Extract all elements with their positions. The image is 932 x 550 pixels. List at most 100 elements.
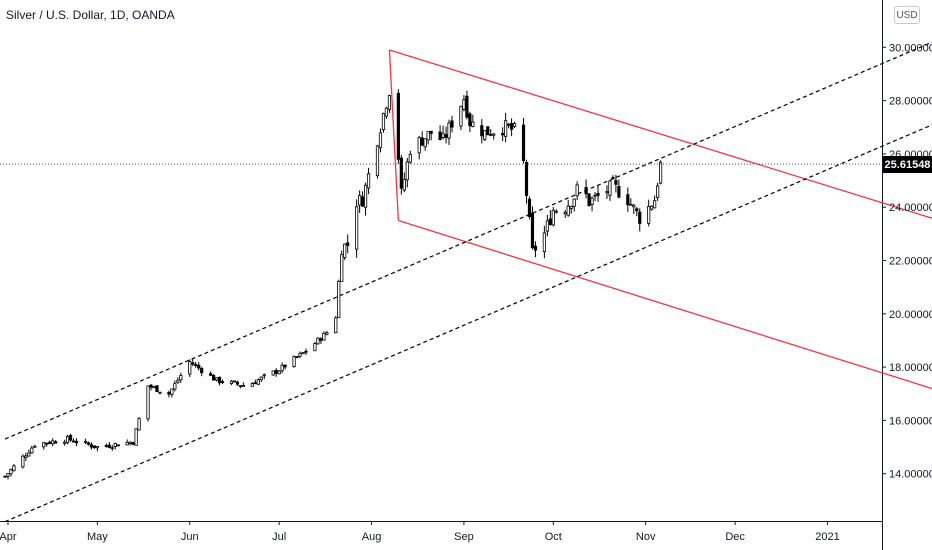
candle-body: [319, 338, 323, 341]
candle: [614, 174, 618, 193]
candle: [137, 417, 141, 431]
price-tick-label: 16.00000: [889, 415, 932, 427]
candle: [545, 214, 549, 237]
candle: [262, 373, 266, 380]
dashed-trendline[interactable]: [4, 21, 932, 440]
candle: [325, 330, 329, 336]
candle: [450, 115, 454, 133]
time-axis[interactable]: Apr May Jun Jul Aug Sep Oct Nov Dec 2021: [0, 521, 840, 543]
candle-body: [656, 185, 660, 198]
candle-body: [149, 384, 153, 388]
candle-body: [596, 192, 600, 196]
symbol-title: Silver / U.S. Dollar, 1D, OANDA: [6, 8, 175, 22]
candle-body: [253, 382, 257, 385]
candle: [355, 199, 359, 258]
candle-body: [229, 380, 234, 384]
candle-body: [283, 364, 287, 368]
candle-body: [343, 243, 347, 258]
candle: [441, 125, 445, 140]
candle: [635, 206, 639, 217]
candle-body: [12, 465, 16, 472]
candle-body: [387, 95, 392, 110]
candle: [158, 391, 162, 395]
candle: [110, 445, 114, 451]
candle-body: [256, 379, 260, 385]
candle-body: [191, 362, 195, 365]
candle: [74, 438, 79, 447]
candle: [509, 118, 514, 137]
candle-body: [6, 473, 10, 477]
candle: [420, 131, 424, 146]
candle: [650, 205, 654, 211]
candle-body: [438, 131, 442, 141]
candle: [426, 131, 430, 145]
time-tick-label: Jul: [272, 531, 286, 543]
candle-body: [304, 350, 308, 353]
candle: [217, 376, 222, 386]
candle-body: [125, 441, 129, 446]
candle-body: [471, 121, 475, 127]
candle: [486, 126, 490, 136]
candle-body: [217, 376, 222, 384]
candle: [200, 366, 204, 377]
candle-body: [325, 332, 329, 335]
candle: [68, 433, 73, 442]
candle: [9, 468, 13, 477]
candle-body: [214, 377, 219, 381]
candle-body: [626, 194, 630, 206]
candle: [501, 127, 505, 142]
currency-badge[interactable]: USD: [894, 6, 920, 24]
candle-body: [584, 187, 588, 195]
dashed-trendline[interactable]: [4, 103, 932, 523]
candle-body: [71, 440, 76, 443]
candle-body: [83, 440, 88, 443]
candle-body: [241, 385, 245, 387]
candle: [593, 192, 597, 202]
candle: [405, 157, 409, 188]
candle: [337, 279, 341, 318]
time-tick-label: Aug: [362, 531, 382, 543]
candle: [402, 172, 406, 193]
candle: [316, 337, 320, 345]
channel-line[interactable]: [388, 49, 400, 221]
candle-body: [173, 383, 177, 390]
candle: [608, 180, 612, 201]
candle-body: [650, 205, 654, 210]
candle: [30, 445, 34, 454]
candle-body: [33, 445, 37, 448]
candle-body: [459, 105, 463, 127]
candle: [322, 331, 326, 341]
candle-body: [590, 197, 594, 205]
candle: [95, 446, 99, 452]
candle: [256, 378, 260, 386]
candle-body: [480, 125, 484, 137]
candle: [176, 377, 180, 384]
candle-body: [614, 180, 618, 185]
candle: [250, 382, 254, 387]
candle-body: [426, 131, 430, 141]
candle-body: [465, 95, 469, 118]
candle: [292, 355, 296, 368]
candle-body: [605, 191, 609, 194]
candle-body: [647, 206, 651, 224]
candle: [92, 445, 96, 449]
candle: [590, 196, 594, 212]
trendline-drawings[interactable]: [4, 21, 932, 523]
price-axis[interactable]: 14.00000 16.00000 18.00000 20.00000 22.00000…: [882, 42, 932, 481]
candle: [27, 449, 31, 457]
candle: [214, 377, 219, 382]
channel-line[interactable]: [389, 49, 932, 234]
candle: [209, 371, 213, 376]
price-tick-label: 18.00000: [889, 362, 932, 374]
candle-body: [635, 208, 639, 212]
candle-body: [68, 434, 73, 441]
candlestick-series: [3, 89, 663, 480]
candle: [152, 385, 156, 389]
candle-body: [42, 442, 46, 448]
candle-body: [468, 113, 472, 127]
candle: [530, 206, 535, 250]
candle: [483, 129, 487, 142]
candle-body: [200, 367, 204, 374]
channel-line[interactable]: [398, 219, 932, 405]
